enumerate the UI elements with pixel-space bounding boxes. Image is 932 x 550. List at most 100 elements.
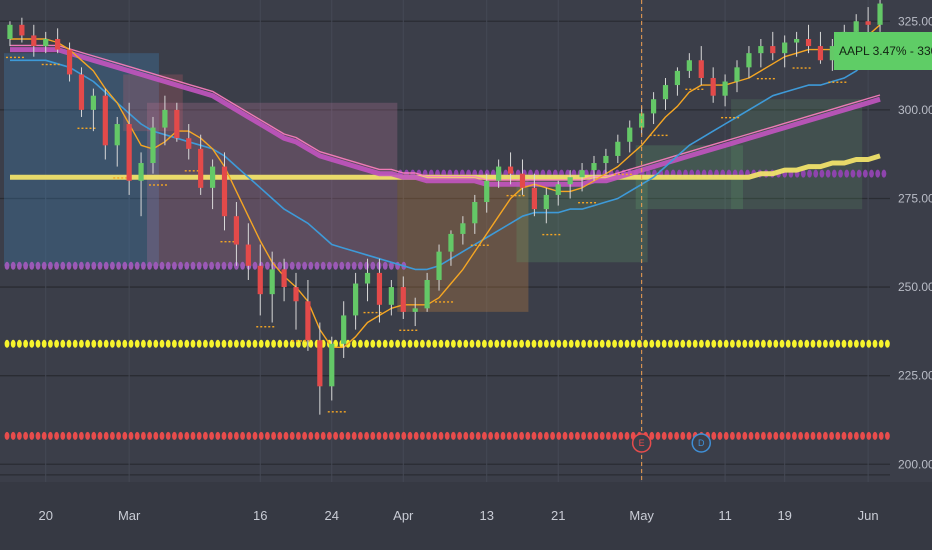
level-dot	[159, 339, 165, 348]
level-dot	[838, 169, 843, 178]
level-dot	[655, 431, 661, 440]
level-dot	[10, 339, 16, 348]
level-dot	[159, 431, 165, 440]
level-dot	[184, 431, 190, 440]
level-dot	[221, 431, 227, 440]
level-dot	[358, 339, 363, 348]
candle	[710, 67, 716, 103]
level-dot	[271, 339, 276, 348]
level-dot	[17, 339, 22, 348]
candle	[770, 31, 776, 61]
level-dot	[810, 431, 816, 440]
level-dot	[531, 339, 537, 348]
level-dot	[4, 431, 10, 440]
level-dot	[432, 339, 438, 348]
candle-body	[472, 202, 478, 224]
level-dot	[807, 169, 812, 178]
level-dot	[23, 339, 28, 348]
candle	[746, 46, 752, 78]
event-circle	[691, 433, 712, 453]
event-marker-E[interactable]: E	[631, 433, 652, 453]
support-tick	[13, 56, 16, 59]
candle-body	[90, 95, 96, 110]
level-dot	[283, 431, 289, 440]
support-tick	[93, 127, 96, 129]
level-dot	[674, 431, 679, 440]
support-tick	[733, 116, 736, 119]
level-dot	[376, 339, 382, 348]
level-dot	[550, 339, 555, 348]
level-dot	[41, 339, 47, 348]
level-dot	[196, 339, 202, 348]
support-tick	[693, 88, 696, 91]
level-dot	[438, 339, 444, 348]
level-dot	[17, 261, 22, 270]
level-dot	[413, 339, 419, 348]
candle-body	[257, 265, 263, 295]
support-tick	[125, 177, 128, 179]
level-dot	[66, 261, 72, 270]
candle	[662, 77, 669, 110]
level-dot	[575, 431, 580, 440]
level-dot	[308, 339, 314, 348]
level-dot	[110, 261, 115, 270]
candle-body	[412, 308, 418, 312]
level-dot	[785, 431, 791, 440]
candle-body	[364, 272, 371, 284]
support-tick	[629, 173, 632, 176]
candle	[102, 88, 108, 160]
support-tick	[399, 329, 402, 332]
level-dot	[618, 339, 624, 348]
support-tick	[232, 241, 235, 243]
level-dot	[178, 431, 184, 440]
candle	[233, 202, 240, 266]
level-dot	[779, 339, 785, 348]
time-tick-label: 21	[551, 508, 565, 523]
time-axis[interactable]: 20 Mar 16 24 Apr 13 21 May 11 19 Jun	[38, 508, 878, 523]
support-tick	[49, 63, 52, 66]
level-dot	[333, 339, 338, 348]
level-dot	[147, 339, 153, 348]
support-tick	[697, 88, 700, 91]
event-marker-D[interactable]: D	[691, 433, 712, 453]
support-tick	[435, 301, 438, 303]
candle	[756, 38, 775, 80]
level-dot	[661, 339, 667, 348]
level-dot	[494, 431, 500, 440]
candle-body	[519, 173, 526, 188]
support-tick	[339, 411, 342, 413]
level-dot	[116, 261, 121, 270]
candle	[412, 297, 418, 327]
candle	[828, 38, 847, 83]
level-dot	[110, 431, 115, 440]
candle-body	[698, 60, 704, 78]
level-dot	[599, 339, 605, 348]
candle-body	[400, 287, 406, 312]
level-dot	[723, 431, 729, 440]
support-tick	[554, 233, 557, 236]
support-tick	[57, 63, 60, 66]
level-dot	[345, 431, 351, 440]
level-dot	[358, 261, 363, 270]
level-dot	[711, 431, 717, 440]
level-dot	[382, 431, 388, 440]
candle-body	[102, 95, 108, 146]
candle-body	[150, 127, 156, 164]
level-dot	[209, 261, 215, 270]
candle	[77, 67, 96, 129]
candle-body	[567, 177, 573, 185]
price-axis[interactable]: 325.00 300.00 275.00 250.00 225.00 200.00	[898, 14, 932, 471]
level-dot	[41, 261, 47, 270]
candle-body	[805, 38, 812, 47]
candle	[555, 180, 561, 206]
candle-body	[674, 70, 681, 86]
level-dot	[618, 431, 624, 440]
level-dot	[196, 431, 202, 440]
event-label: D	[698, 438, 705, 448]
level-dot	[800, 169, 806, 178]
symbol-price-label: AAPL 3.47% - 330.68	[834, 32, 932, 70]
level-dot	[513, 431, 518, 440]
level-dot	[339, 261, 345, 270]
